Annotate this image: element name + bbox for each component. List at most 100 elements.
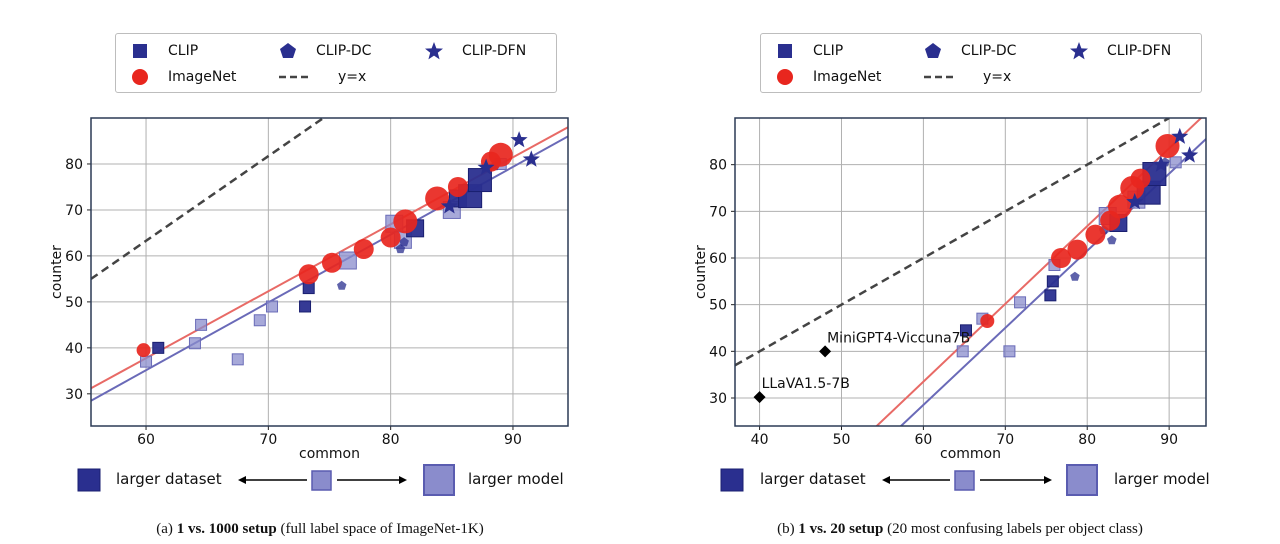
annotation-label: LLaVA1.5-7B: [762, 376, 850, 392]
clip-dfn-star-marker: [440, 197, 458, 214]
clip-square-marker: [1003, 345, 1016, 358]
legend-label: y=x: [338, 69, 367, 85]
imagenet-circle-marker: [1051, 248, 1072, 268]
legend-label: ImageNet: [168, 69, 237, 85]
medium-square-icon: [954, 470, 975, 491]
y-tick-label: 50: [709, 298, 727, 314]
caption-label: (a): [156, 521, 173, 537]
plot-area: [91, 118, 568, 402]
panel-b: CLIP CLIP-DC CLIP-DFN ImageNet y=x 40 50 6…: [640, 0, 1280, 544]
square-marker-icon: [778, 44, 792, 58]
x-tick-label: 70: [996, 432, 1014, 448]
clip-square-marker: [253, 314, 266, 327]
legend-label: ImageNet: [813, 69, 882, 85]
size-legend-right-label: larger model: [468, 470, 564, 488]
size-legend-right-label: larger model: [1114, 470, 1210, 488]
imagenet-circle-marker: [321, 252, 342, 273]
clip-square-marker: [467, 168, 492, 193]
caption-bold: 1 vs. 1000 setup: [176, 521, 277, 537]
size-legend-graphic: [720, 464, 1098, 496]
imagenet-circle-marker: [488, 142, 513, 167]
arrow-left-icon: [882, 476, 890, 484]
imagenet-circle-marker: [136, 343, 151, 358]
imagenet-circle-marker: [447, 176, 468, 197]
clip-dfn-star-marker: [477, 158, 495, 175]
pentagon-marker-icon: [280, 43, 296, 58]
x-tick-label: 50: [833, 432, 851, 448]
dashed-line-icon: [924, 75, 957, 79]
circle-marker-icon: [777, 69, 793, 85]
legend-label: CLIP: [168, 43, 199, 59]
imagenet-circle-marker: [1085, 224, 1106, 245]
legend-label: CLIP-DC: [961, 43, 1017, 59]
clip-dc-pentagon-marker: [1107, 235, 1117, 245]
dark-square-icon: [77, 468, 101, 492]
legend-label: CLIP-DFN: [1107, 43, 1172, 59]
x-tick-label: 40: [751, 432, 769, 448]
clip-dc-pentagon-marker: [395, 244, 406, 254]
x-tick-label: 70: [259, 432, 277, 448]
y-tick-label: 80: [65, 157, 83, 173]
mllm-diamond-marker: [819, 345, 832, 358]
annotation-label: MiniGPT4-Viccuna7B: [827, 330, 970, 346]
caption-label: (b): [777, 521, 795, 537]
y-tick-label: 40: [709, 344, 727, 360]
dark-square-icon: [720, 468, 744, 492]
imagenet-circle-marker: [1107, 194, 1132, 219]
panel-a: CLIP CLIP-DC CLIP-DFN ImageNet y=x 60 70 8…: [0, 33, 640, 538]
caption-rest: (20 most confusing labels per object cla…: [887, 521, 1143, 537]
x-tick-label: 80: [1078, 432, 1096, 448]
clip-square-marker: [266, 300, 279, 313]
caption-a: (a) 1 vs. 1000 setup (full label space o…: [0, 520, 640, 538]
plot-frame: [90, 117, 569, 427]
clip-square-marker: [195, 318, 208, 331]
pentagon-marker-icon: [925, 43, 941, 58]
y-axis-label: counter: [49, 245, 65, 299]
clip-square-marker: [1046, 275, 1059, 288]
x-tick-label: 60: [137, 432, 155, 448]
clip-dfn-star-marker: [1171, 127, 1189, 144]
clip-dfn-star-marker: [522, 150, 540, 167]
size-legend-left-label: larger dataset: [116, 470, 222, 488]
clip-square-marker: [959, 324, 972, 337]
caption-bold: 1 vs. 20 setup: [798, 521, 884, 537]
y-tick-label: 30: [709, 391, 727, 407]
imagenet-circle-marker: [380, 227, 401, 248]
caption-b: (b) 1 vs. 20 setup (20 most confusing la…: [640, 520, 1280, 538]
caption-rest: (full label space of ImageNet-1K): [280, 521, 484, 537]
mllm-diamond-marker: [753, 391, 766, 404]
identity-line: [735, 118, 1170, 367]
plot-background: [735, 118, 1206, 426]
square-marker-icon: [133, 44, 147, 58]
size-legend: larger dataset larger model: [75, 462, 635, 502]
arrow-right-icon: [1044, 476, 1052, 484]
star-marker-icon: [1070, 42, 1088, 60]
clip-square-marker: [956, 345, 969, 358]
x-tick-label: 60: [914, 432, 932, 448]
imagenet-circle-marker: [353, 239, 374, 260]
y-axis-label: counter: [693, 245, 709, 299]
imagenet-circle-marker: [980, 314, 995, 328]
y-tick-label: 30: [65, 387, 83, 403]
clip-square-marker: [338, 251, 357, 270]
clip-square-marker: [1044, 289, 1057, 302]
imagenet-circle-marker: [393, 209, 418, 234]
large-square-icon: [1066, 464, 1098, 496]
imagenet-circle-marker: [1155, 134, 1180, 158]
legend-label: CLIP-DFN: [462, 43, 527, 59]
scatter-plot-b: 40 50 60 70 80 90 30 40 50 60 70 80 MiniGPT4-Viccuna…: [693, 117, 1207, 462]
legend-label: y=x: [983, 69, 1012, 85]
plot-frame: [734, 117, 1207, 427]
plot-area: [735, 118, 1206, 426]
y-tick-label: 50: [65, 295, 83, 311]
clip-square-marker: [1014, 296, 1027, 309]
clip-dfn-star-marker: [1181, 146, 1199, 163]
legend-label: CLIP: [813, 43, 844, 59]
legend: CLIP CLIP-DC CLIP-DFN ImageNet y=x: [760, 33, 1202, 93]
clip-square-marker: [231, 353, 244, 366]
arrow-right-icon: [399, 476, 407, 484]
dashed-line-icon: [279, 75, 312, 79]
y-tick-label: 40: [65, 341, 83, 357]
clip-dfn-star-marker: [510, 131, 528, 148]
star-marker-icon: [425, 42, 443, 60]
